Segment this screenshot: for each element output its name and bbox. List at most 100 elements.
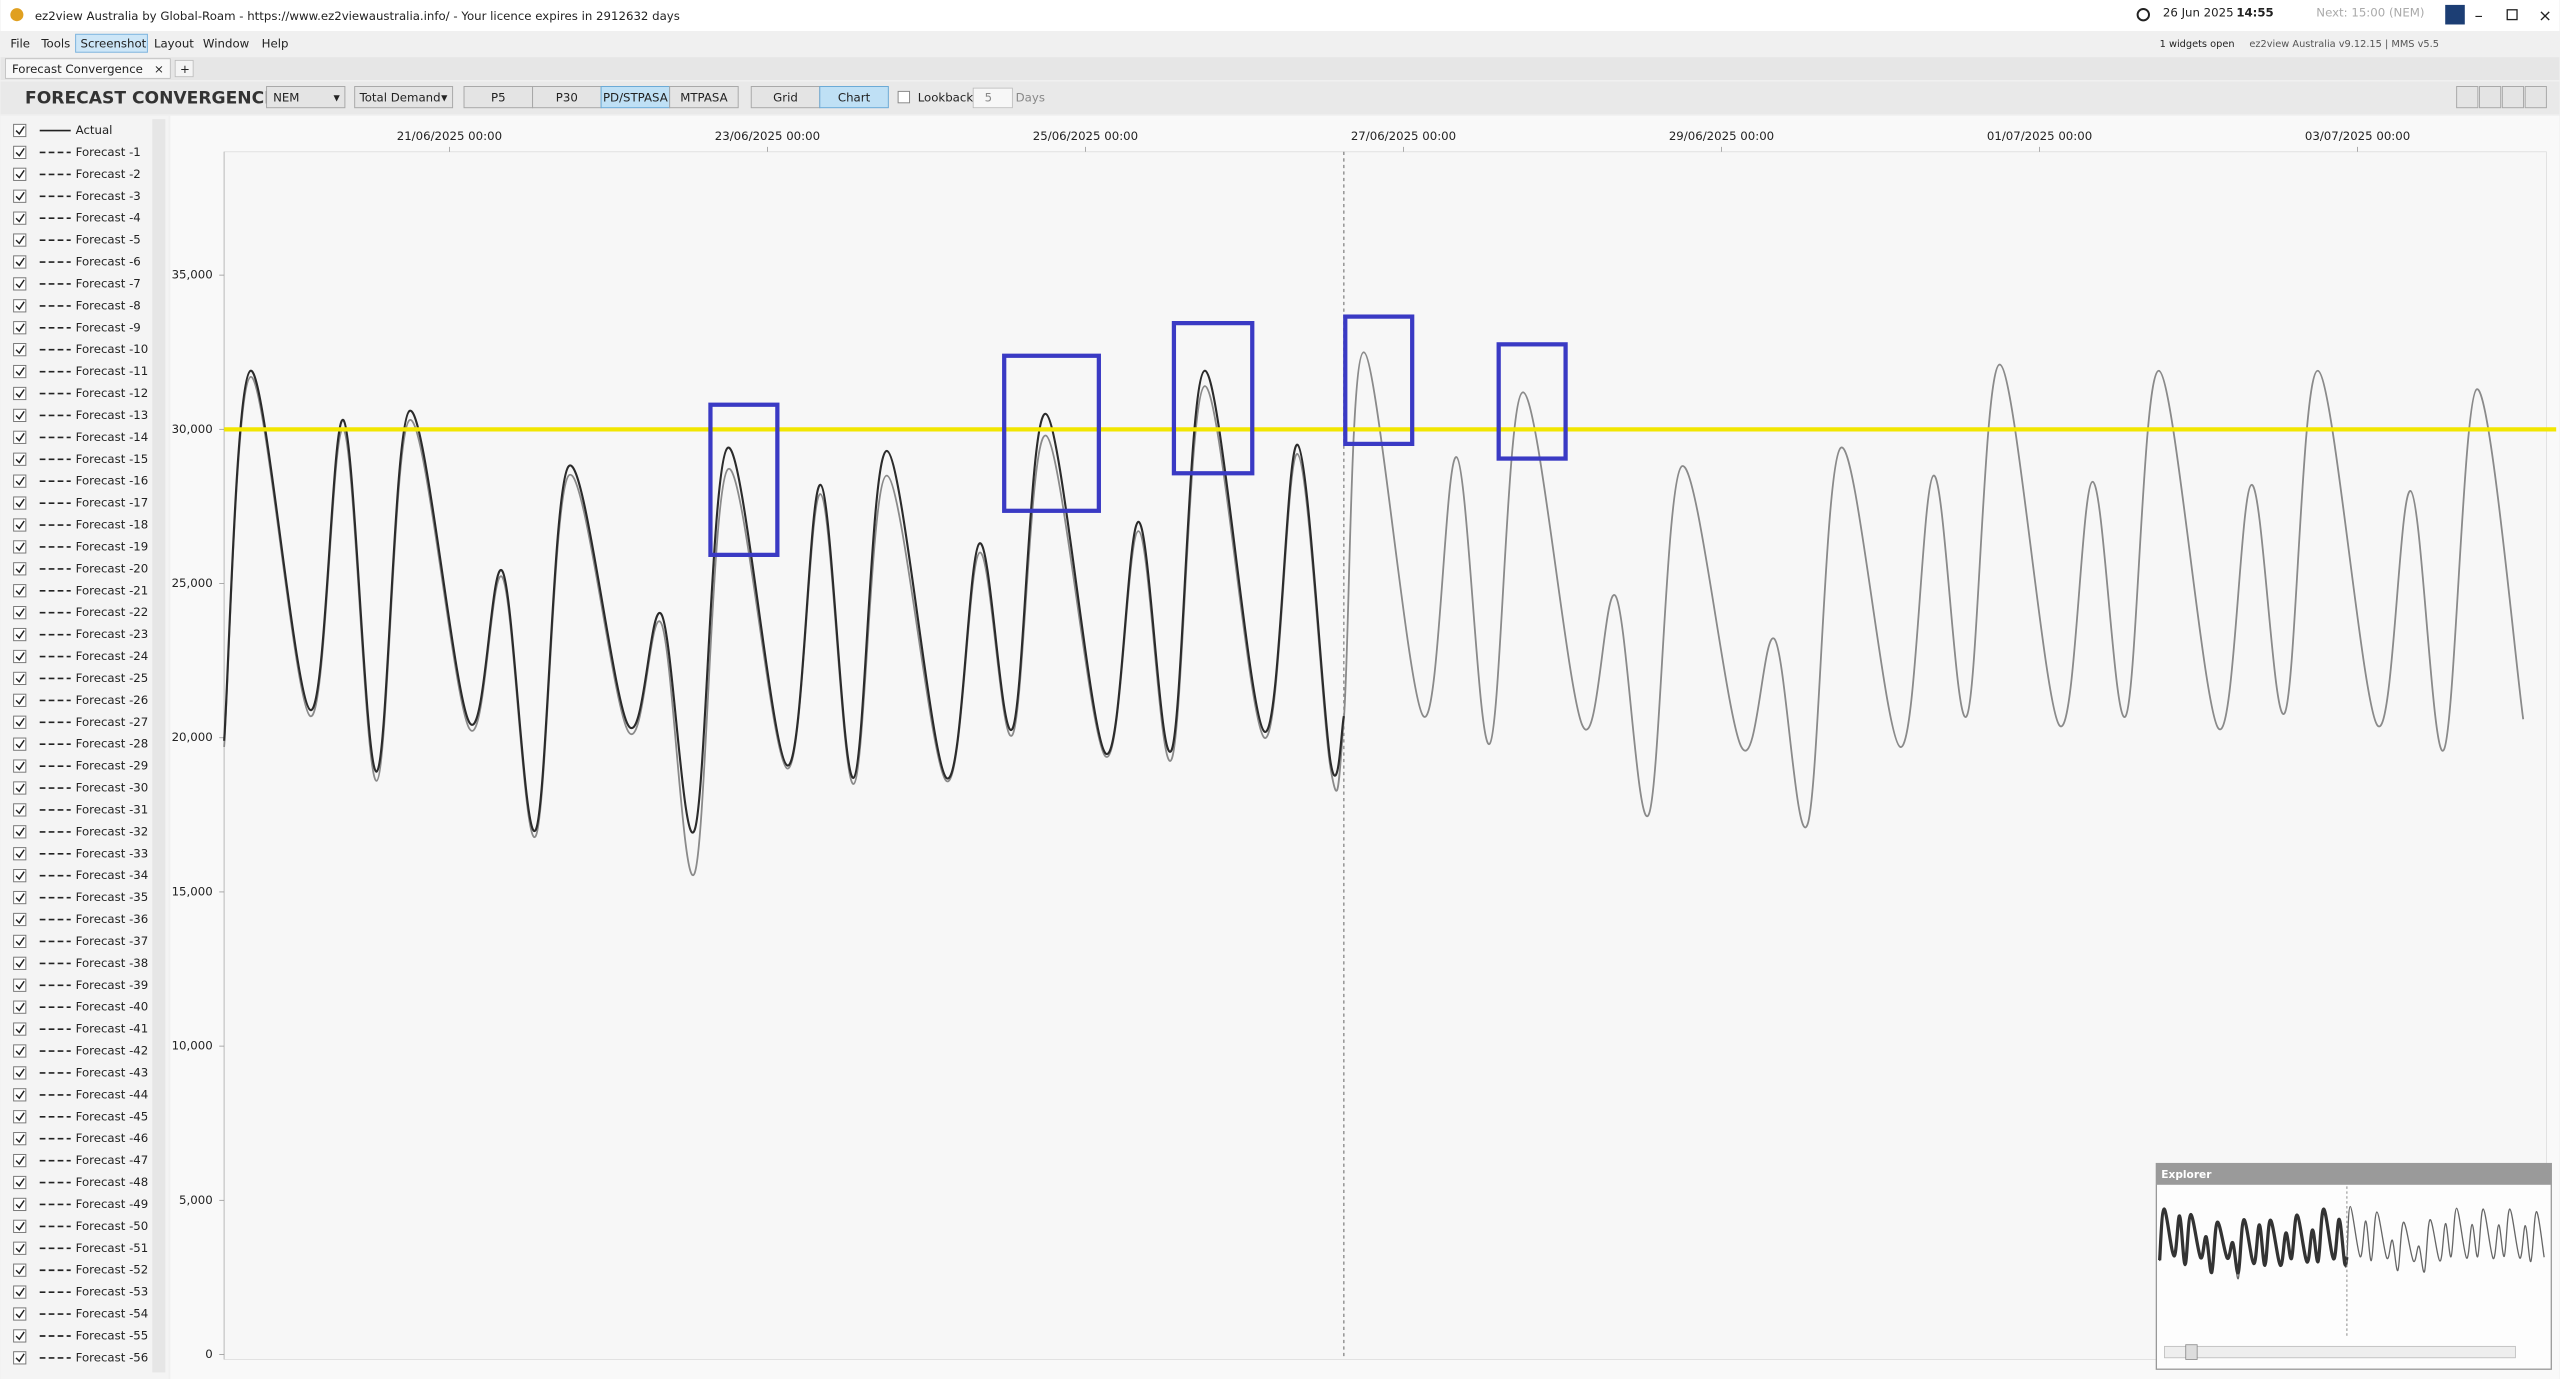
legend-checkbox[interactable] — [13, 847, 27, 861]
legend-label[interactable]: Forecast -21 — [76, 583, 149, 597]
slider-handle[interactable] — [2185, 1344, 2198, 1360]
tab-add[interactable]: + — [180, 62, 190, 76]
check-mark[interactable] — [15, 1002, 25, 1012]
toggle-label[interactable]: P30 — [556, 90, 578, 104]
comment[interactable] — [2524, 86, 2547, 109]
check-mark[interactable] — [15, 1221, 25, 1231]
legend-checkbox[interactable] — [13, 649, 27, 664]
legend-checkbox[interactable] — [13, 781, 27, 795]
legend-checkbox[interactable] — [13, 1110, 27, 1124]
check-mark[interactable] — [15, 498, 25, 508]
check-mark[interactable] — [15, 1068, 25, 1078]
legend-checkbox[interactable] — [13, 277, 27, 291]
legend-label[interactable]: Forecast -44 — [76, 1087, 149, 1101]
legend-label[interactable]: Forecast -39 — [76, 978, 149, 992]
legend-checkbox[interactable] — [13, 452, 27, 466]
lookback-checkbox[interactable] — [897, 90, 911, 104]
tab-add-button[interactable] — [174, 59, 194, 78]
legend-checkbox[interactable] — [13, 321, 27, 335]
check-mark[interactable] — [15, 1331, 25, 1341]
legend-label[interactable]: Forecast -13 — [76, 408, 149, 422]
legend-checkbox[interactable] — [13, 934, 27, 949]
help[interactable] — [2501, 86, 2525, 109]
legend-label[interactable]: Forecast -38 — [76, 956, 149, 970]
legend-checkbox[interactable] — [13, 408, 27, 423]
measure[interactable]: Total Demand — [359, 90, 441, 104]
check-mark[interactable] — [15, 849, 25, 859]
check-mark[interactable] — [15, 169, 25, 179]
legend-label[interactable]: Forecast -23 — [76, 627, 149, 641]
legend-checkbox[interactable] — [13, 825, 27, 839]
legend-checkbox[interactable] — [13, 1351, 27, 1365]
legend-checkbox[interactable] — [13, 1088, 27, 1102]
legend-checkbox[interactable] — [13, 1307, 27, 1321]
legend-label[interactable]: Forecast -34 — [76, 868, 149, 882]
legend-label[interactable]: Forecast -31 — [76, 802, 149, 816]
legend-label[interactable]: Forecast -42 — [76, 1044, 149, 1058]
restore[interactable] — [2506, 9, 2518, 21]
legend-label[interactable]: Forecast -7 — [76, 276, 141, 290]
legend-label[interactable]: Forecast -3 — [76, 189, 141, 203]
check-mark[interactable] — [15, 542, 25, 552]
lookback-value[interactable]: 5 — [985, 90, 992, 104]
legend-checkbox[interactable] — [13, 715, 27, 729]
check-mark[interactable] — [15, 367, 25, 377]
legend-checkbox[interactable] — [13, 343, 27, 357]
legend-checkbox[interactable] — [13, 1219, 27, 1233]
check-mark[interactable] — [15, 958, 25, 968]
check-mark[interactable] — [15, 147, 25, 157]
legend-checkbox[interactable] — [13, 1044, 27, 1058]
check-mark[interactable] — [15, 213, 25, 223]
app-badge[interactable] — [2445, 4, 2465, 25]
toggle-label[interactable]: Chart — [838, 90, 871, 104]
legend-label[interactable]: Forecast -45 — [76, 1109, 149, 1123]
legend-label[interactable]: Forecast -22 — [76, 605, 149, 619]
legend-label[interactable]: Forecast -48 — [76, 1175, 149, 1189]
legend-label[interactable]: Forecast -19 — [76, 539, 149, 553]
check-mark[interactable] — [15, 301, 25, 311]
menu-item[interactable]: Tools — [40, 37, 70, 51]
legend-label[interactable]: Forecast -46 — [76, 1131, 149, 1145]
legend-label[interactable]: Forecast -27 — [76, 715, 149, 729]
legend-checkbox[interactable] — [13, 1263, 27, 1277]
check-mark[interactable] — [15, 323, 25, 333]
legend-label[interactable]: Actual — [76, 123, 113, 137]
legend-label[interactable]: Forecast -53 — [76, 1285, 149, 1299]
legend-label[interactable]: Forecast -49 — [76, 1197, 149, 1211]
toggle-label[interactable]: Grid — [773, 90, 798, 104]
check-mark[interactable] — [15, 389, 25, 398]
toggle-label[interactable]: PD/STPASA — [603, 90, 668, 104]
legend-checkbox[interactable] — [13, 386, 27, 401]
legend-checkbox[interactable] — [13, 803, 27, 817]
check-mark[interactable] — [15, 1353, 25, 1363]
check-mark[interactable] — [15, 1156, 25, 1166]
check-mark[interactable] — [15, 432, 25, 442]
legend-checkbox[interactable] — [13, 167, 27, 181]
toggle-label[interactable]: P5 — [491, 90, 506, 104]
legend-label[interactable]: Forecast -32 — [76, 824, 149, 838]
check-mark[interactable] — [15, 761, 25, 771]
legend-checkbox[interactable] — [13, 584, 27, 598]
legend-checkbox[interactable] — [13, 737, 27, 751]
menu-item[interactable]: Layout — [154, 37, 194, 51]
legend-label[interactable]: Forecast -43 — [76, 1065, 149, 1079]
check-mark[interactable] — [15, 871, 25, 881]
legend-label[interactable]: Forecast -56 — [76, 1350, 149, 1364]
snapshot[interactable] — [2478, 86, 2502, 109]
legend-checkbox[interactable] — [13, 496, 27, 510]
check-mark[interactable] — [15, 695, 25, 705]
check-mark[interactable] — [15, 937, 25, 946]
legend-label[interactable]: Forecast -54 — [76, 1307, 149, 1321]
legend-label[interactable]: Forecast -51 — [76, 1241, 149, 1255]
check-mark[interactable] — [15, 476, 25, 486]
legend-checkbox[interactable] — [13, 671, 27, 686]
legend-label[interactable]: Forecast -35 — [76, 890, 149, 904]
check-mark[interactable] — [15, 652, 25, 661]
legend-checkbox[interactable] — [13, 1066, 27, 1080]
legend-label[interactable]: Forecast -12 — [76, 386, 149, 400]
legend-label[interactable]: Forecast -25 — [76, 671, 149, 685]
legend-checkbox[interactable] — [13, 255, 27, 269]
legend-label[interactable]: Forecast -47 — [76, 1153, 149, 1167]
toggle-button[interactable] — [819, 86, 889, 109]
legend-checkbox[interactable] — [13, 211, 27, 225]
